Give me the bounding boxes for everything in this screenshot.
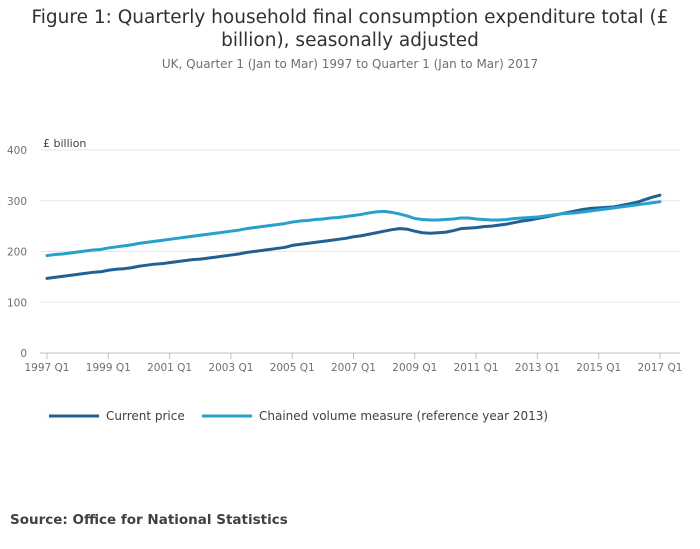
y-axis: 0 100 200 300 400 — [7, 145, 27, 360]
legend-label-current-price: Current price — [106, 409, 185, 423]
legend: Current price Chained volume measure (ref… — [49, 409, 548, 423]
legend-label-chained-volume: Chained volume measure (reference year 2… — [259, 409, 548, 423]
chart-title-line-1: Figure 1: Quarterly household final cons… — [31, 7, 669, 28]
x-tick-label-2017-Q1: 2017 Q1 — [637, 362, 682, 374]
series-lines — [45, 193, 662, 280]
y-tick-label-300: 300 — [7, 196, 27, 208]
y-tick-label-0: 0 — [20, 348, 27, 360]
source-note: Source: Office for National Statistics — [10, 512, 288, 528]
y-tick-label-400: 400 — [7, 145, 27, 157]
y-axis-unit-label: £ billion — [43, 137, 86, 150]
x-tick-label-2011-Q1: 2011 Q1 — [454, 362, 499, 374]
x-tick-label-1997-Q1: 1997 Q1 — [24, 362, 69, 374]
series-line-chained-volume — [45, 200, 662, 258]
chart-subtitle: UK, Quarter 1 (Jan to Mar) 1997 to Quart… — [161, 57, 539, 71]
y-tick-label-100: 100 — [7, 297, 27, 309]
x-axis: 1997 Q1 1999 Q1 2001 Q1 2003 Q1 2005 Q1 2007 … — [24, 353, 683, 374]
x-tick-label-2003-Q1: 2003 Q1 — [208, 362, 253, 374]
x-tick-label-2007-Q1: 2007 Q1 — [331, 362, 376, 374]
chart-title-line-2: billion), seasonally adjusted — [221, 30, 479, 51]
x-tick-label-2009-Q1: 2009 Q1 — [392, 362, 437, 374]
x-tick-label-2013-Q1: 2013 Q1 — [515, 362, 560, 374]
y-tick-label-200: 200 — [7, 247, 27, 259]
gridlines — [40, 149, 680, 354]
series-line-current-price — [45, 193, 662, 280]
x-tick-label-1999-Q1: 1999 Q1 — [86, 362, 131, 374]
x-tick-label-2001-Q1: 2001 Q1 — [147, 362, 192, 374]
x-tick-label-2005-Q1: 2005 Q1 — [270, 362, 315, 374]
x-tick-label-2015-Q1: 2015 Q1 — [576, 362, 621, 374]
chart-title: Figure 1: Quarterly household final cons… — [0, 6, 700, 52]
